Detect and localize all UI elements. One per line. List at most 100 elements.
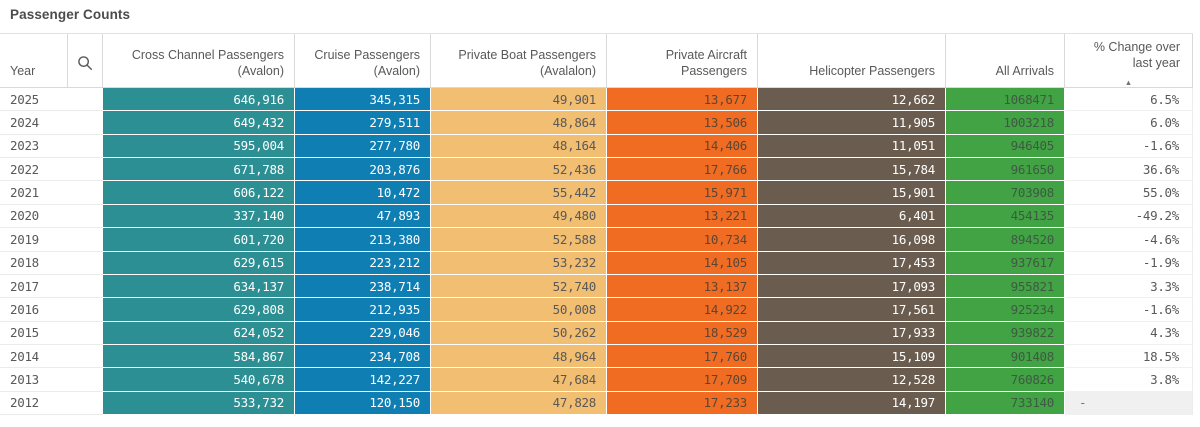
value-cell: 12,662 <box>758 88 946 112</box>
column-header-label: Helicopter Passengers <box>809 64 935 78</box>
value-cell: 649,432 <box>103 111 295 135</box>
value-cell: 17,933 <box>758 321 946 345</box>
value-cell: 15,971 <box>607 181 758 205</box>
value-cell: 17,709 <box>607 368 758 392</box>
value-cell: 629,808 <box>103 298 295 322</box>
value-cell: 47,828 <box>431 391 607 416</box>
value-cell: 454135 <box>946 204 1065 229</box>
value-cell: -4.6% <box>1065 228 1193 252</box>
year-cell[interactable]: 2013 <box>0 368 103 392</box>
value-cell: 606,122 <box>103 181 295 205</box>
year-cell[interactable]: 2023 <box>0 134 103 159</box>
value-cell: 55.0% <box>1065 181 1193 205</box>
value-cell: 18.5% <box>1065 344 1193 369</box>
value-cell: -1.6% <box>1065 298 1193 322</box>
value-cell: 223,212 <box>295 251 431 275</box>
column-header-4[interactable]: Helicopter Passengers <box>758 34 946 87</box>
value-cell: 624,052 <box>103 321 295 345</box>
table-row: 2012 533,732 120,150 47,828 17,233 14,197 7331… <box>0 391 1193 416</box>
table-row: 2022 671,788 203,876 52,436 17,766 15,784 9616… <box>0 158 1193 182</box>
value-cell: 277,780 <box>295 134 431 159</box>
column-header-2[interactable]: Private Boat Passengers (Avalalon) <box>431 34 607 87</box>
value-cell: 1003218 <box>946 111 1065 135</box>
value-cell: 52,588 <box>431 228 607 252</box>
value-cell: 49,901 <box>431 88 607 112</box>
year-cell[interactable]: 2024 <box>0 111 103 135</box>
table-row: 2020 337,140 47,893 49,480 13,221 6,401 454135… <box>0 204 1193 229</box>
value-cell: 901408 <box>946 344 1065 369</box>
value-cell: 17,766 <box>607 158 758 182</box>
column-header-label: % Change over last year <box>1093 40 1180 70</box>
value-cell: 10,472 <box>295 181 431 205</box>
value-cell: 13,677 <box>607 88 758 112</box>
value-cell: 13,137 <box>607 274 758 299</box>
value-cell: 120,150 <box>295 391 431 416</box>
year-cell[interactable]: 2019 <box>0 228 103 252</box>
table-row: 2013 540,678 142,227 47,684 17,709 12,528 7608… <box>0 368 1193 392</box>
column-header-label: Cruise Passengers (Avalon) <box>314 48 420 78</box>
value-cell: -49.2% <box>1065 204 1193 229</box>
value-cell: 634,137 <box>103 274 295 299</box>
table-row: 2021 606,122 10,472 55,442 15,971 15,901 70390… <box>0 181 1193 205</box>
year-cell[interactable]: 2018 <box>0 251 103 275</box>
column-header-5[interactable]: All Arrivals <box>946 34 1065 87</box>
column-header-1[interactable]: Cruise Passengers (Avalon) <box>295 34 431 87</box>
page-title: Passenger Counts <box>10 7 131 22</box>
value-cell: -1.6% <box>1065 134 1193 159</box>
year-cell[interactable]: 2025 <box>0 88 103 112</box>
value-cell: 47,893 <box>295 204 431 229</box>
column-header-label: Private Boat Passengers (Avalalon) <box>458 48 596 78</box>
value-cell: 760826 <box>946 368 1065 392</box>
column-header-3[interactable]: Private Aircraft Passengers <box>607 34 758 87</box>
year-cell[interactable]: 2021 <box>0 181 103 205</box>
table-row: 2019 601,720 213,380 52,588 10,734 16,098 8945… <box>0 228 1193 252</box>
column-header-label: All Arrivals <box>995 64 1054 78</box>
value-cell: 17,760 <box>607 344 758 369</box>
value-cell: 142,227 <box>295 368 431 392</box>
year-cell[interactable]: 2020 <box>0 204 103 229</box>
value-cell: 238,714 <box>295 274 431 299</box>
value-cell: 6.5% <box>1065 88 1193 112</box>
value-cell: -1.9% <box>1065 251 1193 275</box>
value-cell: 3.3% <box>1065 274 1193 299</box>
value-cell: 601,720 <box>103 228 295 252</box>
table-row: 2024 649,432 279,511 48,864 13,506 11,905 1003… <box>0 111 1193 135</box>
year-cell[interactable]: 2017 <box>0 274 103 299</box>
value-cell: 14,406 <box>607 134 758 159</box>
value-cell: 15,901 <box>758 181 946 205</box>
value-cell: 3.8% <box>1065 368 1193 392</box>
column-header-year[interactable]: Year <box>0 34 68 87</box>
column-header-0[interactable]: Cross Channel Passengers (Avalon) <box>103 34 295 87</box>
value-cell: 584,867 <box>103 344 295 369</box>
search-icon <box>77 55 93 76</box>
year-cell[interactable]: 2012 <box>0 391 103 416</box>
table-body: 2025 646,916 345,315 49,901 13,677 12,662 1068… <box>0 88 1193 416</box>
table-header-row: Year Cross Channel Passengers (Avalon) Cr… <box>0 33 1193 88</box>
column-header-6[interactable]: % Change over last year ▲ <box>1065 34 1193 87</box>
value-cell: 15,109 <box>758 344 946 369</box>
value-cell: - <box>1065 391 1193 416</box>
year-cell[interactable]: 2014 <box>0 344 103 369</box>
value-cell: 4.3% <box>1065 321 1193 345</box>
table-row: 2017 634,137 238,714 52,740 13,137 17,093 9558… <box>0 274 1193 299</box>
value-cell: 703908 <box>946 181 1065 205</box>
value-cell: 6.0% <box>1065 111 1193 135</box>
year-cell[interactable]: 2022 <box>0 158 103 182</box>
value-cell: 671,788 <box>103 158 295 182</box>
value-cell: 946405 <box>946 134 1065 159</box>
value-cell: 55,442 <box>431 181 607 205</box>
table-row: 2023 595,004 277,780 48,164 14,406 11,051 9464… <box>0 134 1193 159</box>
value-cell: 14,922 <box>607 298 758 322</box>
value-cell: 6,401 <box>758 204 946 229</box>
value-cell: 229,046 <box>295 321 431 345</box>
table-row: 2025 646,916 345,315 49,901 13,677 12,662 1068… <box>0 88 1193 112</box>
year-cell[interactable]: 2016 <box>0 298 103 322</box>
value-cell: 733140 <box>946 391 1065 416</box>
value-cell: 36.6% <box>1065 158 1193 182</box>
year-cell[interactable]: 2015 <box>0 321 103 345</box>
year-search-button[interactable] <box>68 34 103 87</box>
value-cell: 937617 <box>946 251 1065 275</box>
value-cell: 234,708 <box>295 344 431 369</box>
value-cell: 17,561 <box>758 298 946 322</box>
value-cell: 17,233 <box>607 391 758 416</box>
